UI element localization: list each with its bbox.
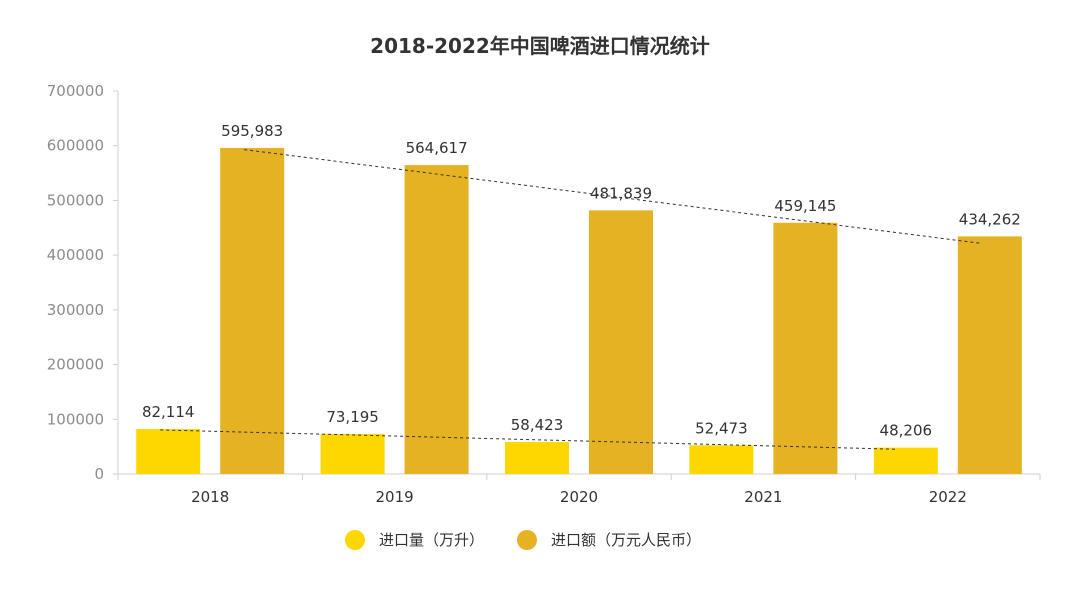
x-tick-label: 2020 bbox=[560, 488, 598, 506]
bar-volume bbox=[505, 442, 569, 474]
data-label: 58,423 bbox=[511, 416, 564, 434]
y-tick-label: 200000 bbox=[47, 356, 104, 374]
trendlines bbox=[160, 149, 982, 450]
bar-volume bbox=[136, 429, 201, 474]
data-labels: 82,114 595,983 73,195 564,617 58,423 481,839 5… bbox=[142, 122, 1021, 440]
y-tick-label: 700000 bbox=[47, 82, 104, 100]
y-tick-label: 600000 bbox=[47, 137, 104, 155]
data-label: 434,262 bbox=[959, 210, 1021, 228]
data-label: 73,195 bbox=[326, 408, 379, 426]
chart-title: 2018-2022年中国啤酒进口情况统计 bbox=[370, 34, 710, 58]
bar-value bbox=[957, 236, 1022, 474]
bars bbox=[136, 147, 1022, 474]
bar-volume bbox=[689, 445, 754, 474]
trendline-volume bbox=[160, 429, 898, 450]
trendline-value bbox=[244, 149, 982, 244]
data-label: 48,206 bbox=[880, 422, 933, 440]
x-tick-label: 2022 bbox=[929, 488, 967, 506]
x-tick-label: 2018 bbox=[191, 488, 229, 506]
bar-value bbox=[773, 222, 838, 474]
y-tick-label: 500000 bbox=[47, 191, 104, 209]
y-axis: 0 100000 200000 300000 400000 500000 600000 700… bbox=[47, 82, 119, 483]
x-tick-label: 2021 bbox=[744, 488, 782, 506]
x-axis: 2018 2019 2020 2021 2022 bbox=[117, 473, 1041, 506]
data-label: 82,114 bbox=[142, 403, 195, 421]
bar-value bbox=[589, 210, 653, 474]
y-tick-label: 400000 bbox=[47, 246, 104, 264]
legend: 进口量（万升） 进口额（万元人民币） bbox=[345, 530, 701, 550]
legend-marker bbox=[345, 530, 365, 550]
bar-volume bbox=[873, 447, 938, 474]
bar-volume bbox=[320, 433, 385, 474]
bar-value bbox=[220, 147, 285, 474]
data-label: 595,983 bbox=[221, 122, 283, 140]
data-label: 459,145 bbox=[774, 197, 836, 215]
y-tick-label: 300000 bbox=[47, 301, 104, 319]
data-label: 481,839 bbox=[590, 184, 652, 202]
bar-value bbox=[404, 165, 469, 474]
x-tick-label: 2019 bbox=[376, 488, 414, 506]
y-tick-label: 0 bbox=[94, 465, 104, 483]
y-tick-label: 100000 bbox=[47, 410, 104, 428]
legend-label: 进口额（万元人民币） bbox=[551, 531, 701, 549]
legend-marker bbox=[517, 530, 537, 550]
data-label: 564,617 bbox=[406, 139, 468, 157]
data-label: 52,473 bbox=[695, 419, 748, 437]
legend-label: 进口量（万升） bbox=[379, 531, 484, 549]
